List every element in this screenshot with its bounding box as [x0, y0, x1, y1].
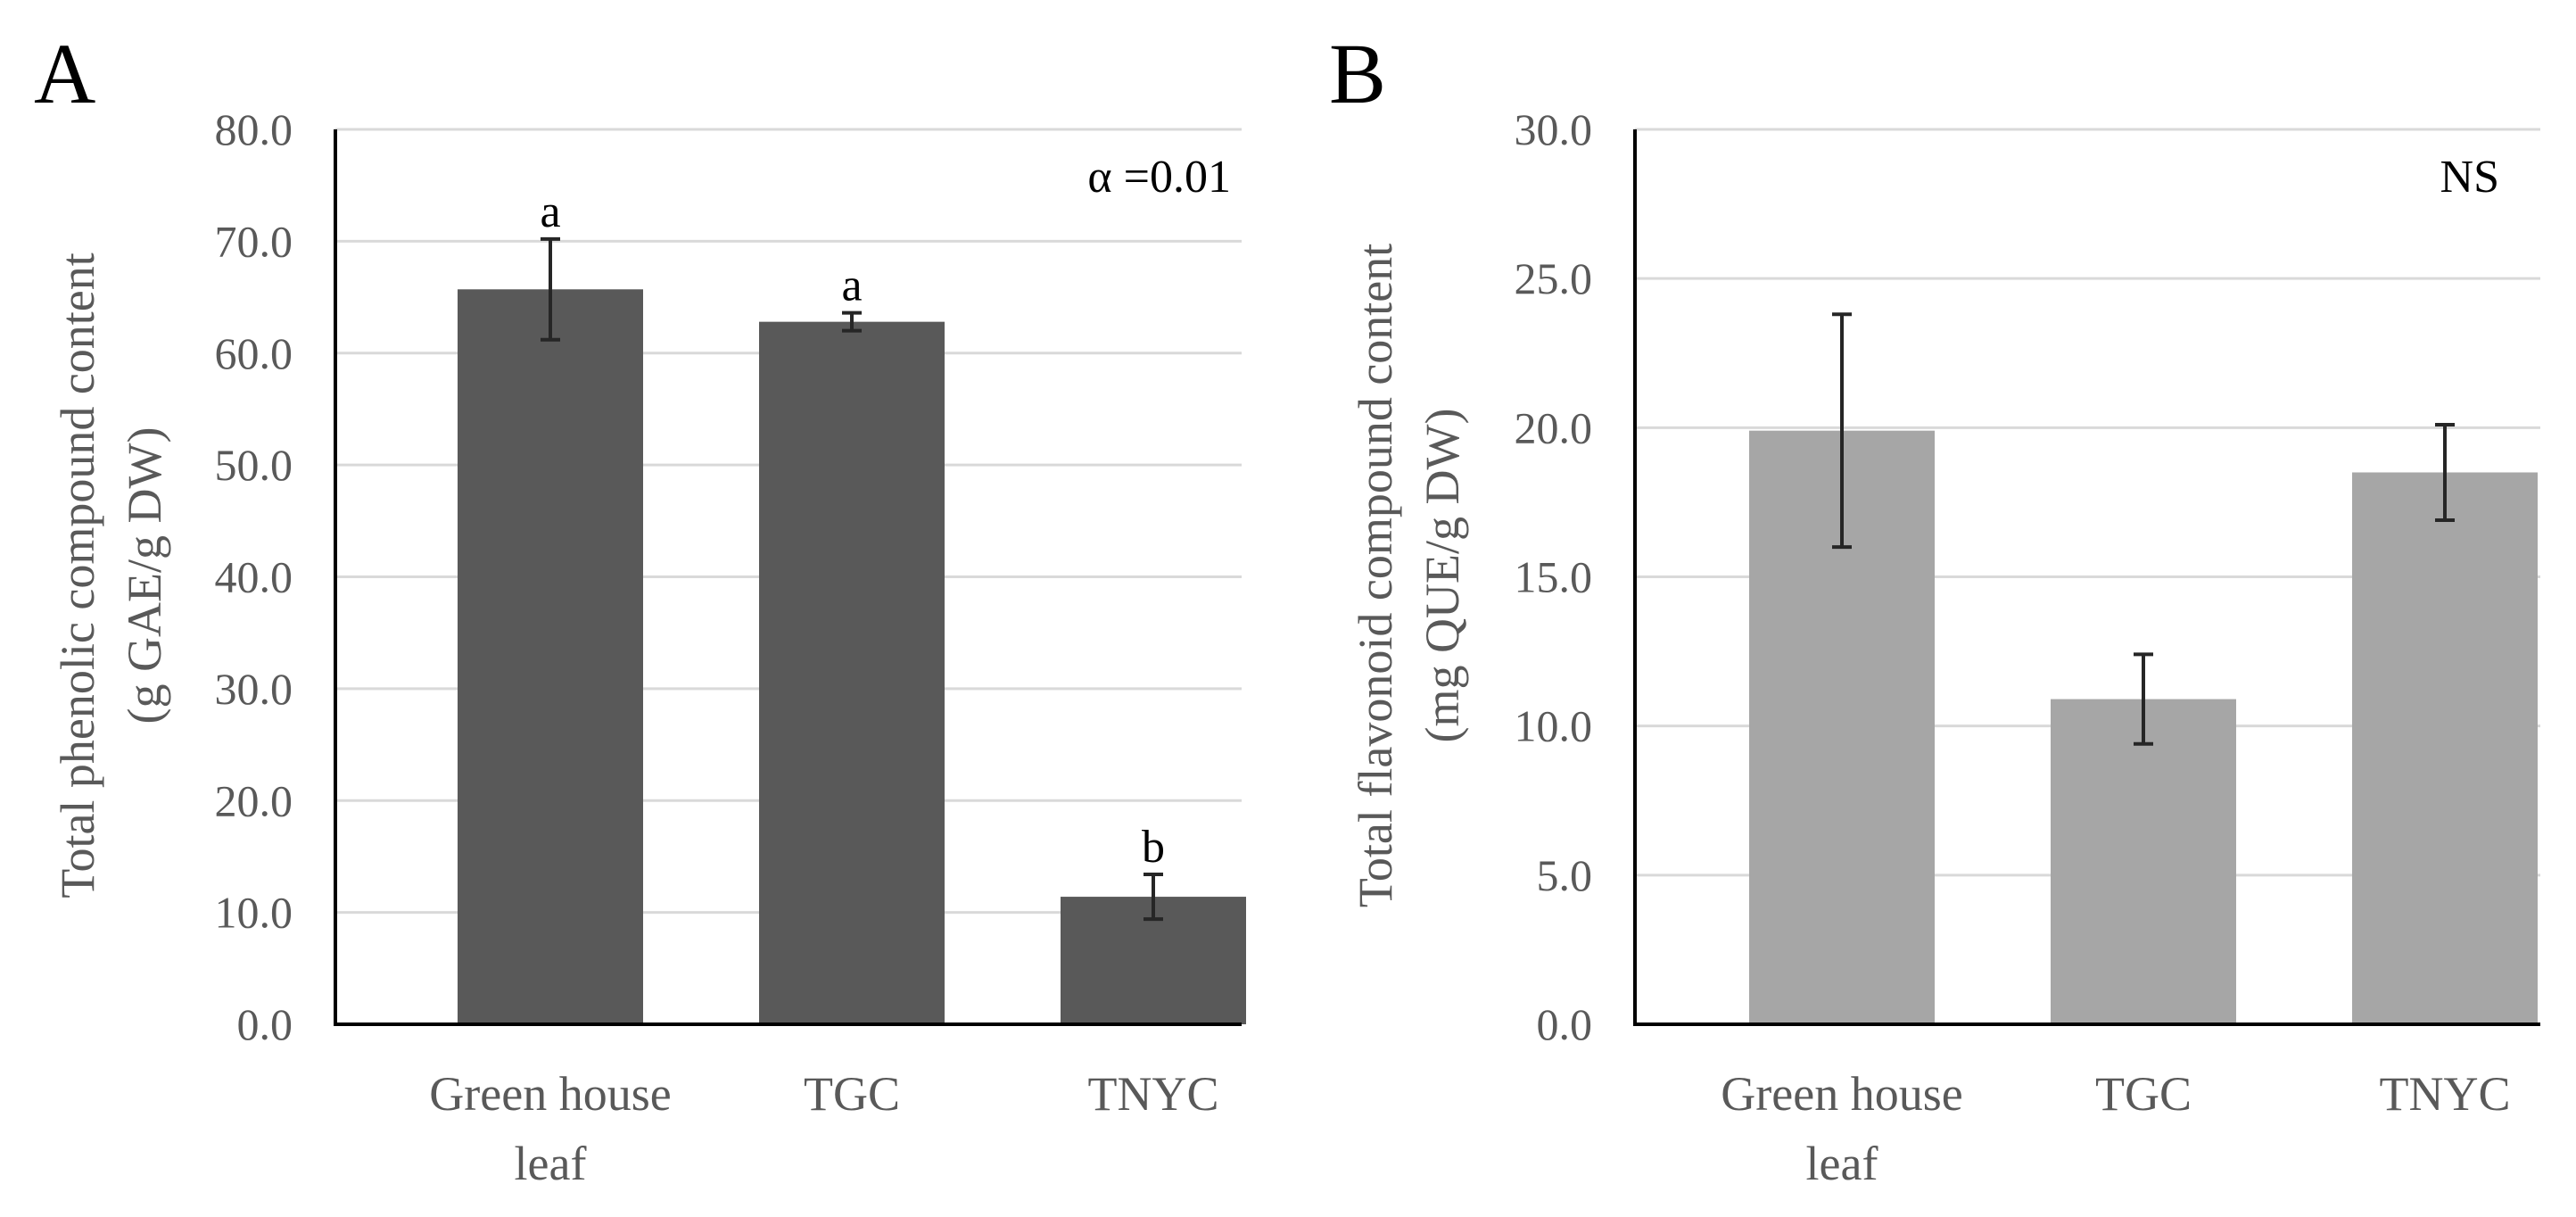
y-tick-label: 25.0 [1515, 253, 1593, 303]
y-axis-title: (g GAE/g DW) [118, 427, 171, 724]
y-axis-title: Total flavonoid compound content [1349, 244, 1402, 908]
category-label: TGC [2095, 1067, 2192, 1121]
significance-annotation: NS [2440, 152, 2499, 203]
y-tick-label: 30.0 [215, 664, 293, 714]
y-tick-label: 70.0 [215, 216, 293, 266]
y-tick-label: 20.0 [215, 775, 293, 825]
bar [2051, 699, 2236, 1024]
y-tick-label: 20.0 [1515, 402, 1593, 452]
panel-letter: B [1329, 26, 1386, 121]
bar [759, 321, 945, 1024]
y-tick-label: 40.0 [215, 552, 293, 602]
y-tick-label: 60.0 [215, 328, 293, 378]
significance-letter: a [841, 261, 862, 311]
y-tick-label: 80.0 [215, 104, 293, 154]
y-tick-label: 15.0 [1515, 552, 1593, 602]
chart-panel-a: A 0.0 10.0 20.0 30.0 40.0 50.0 60.0 70.0 80.0 a Gre… [34, 26, 1246, 1190]
y-tick-label: 10.0 [1515, 701, 1593, 751]
chart-panel-b: B 0.0 5.0 10.0 15.0 20.0 25.0 30.0 Green house le… [1329, 26, 2540, 1190]
y-tick-label: 0.0 [1537, 999, 1593, 1049]
panel-letter: A [34, 26, 95, 121]
bar [458, 289, 643, 1024]
category-label: Green house [1721, 1067, 1962, 1121]
y-axis-title: Total phenolic compound content [51, 253, 104, 898]
category-label: Green house [429, 1067, 671, 1121]
y-tick-label: 30.0 [1515, 104, 1593, 154]
y-tick-label: 5.0 [1537, 850, 1593, 900]
y-tick-label: 10.0 [215, 888, 293, 938]
category-label: TGC [804, 1067, 900, 1121]
significance-letter: a [540, 186, 560, 237]
category-label: TNYC [2380, 1067, 2511, 1121]
y-axis-title: (mg QUE/g DW) [1416, 409, 1469, 743]
y-tick-label: 50.0 [215, 440, 293, 490]
category-label: TNYC [1088, 1067, 1219, 1121]
category-label: leaf [1806, 1137, 1878, 1190]
bar [2352, 472, 2538, 1024]
significance-letter: b [1142, 822, 1165, 873]
y-tick-label: 0.0 [237, 999, 293, 1049]
category-label: leaf [515, 1137, 587, 1190]
significance-annotation: α =0.01 [1087, 152, 1231, 203]
